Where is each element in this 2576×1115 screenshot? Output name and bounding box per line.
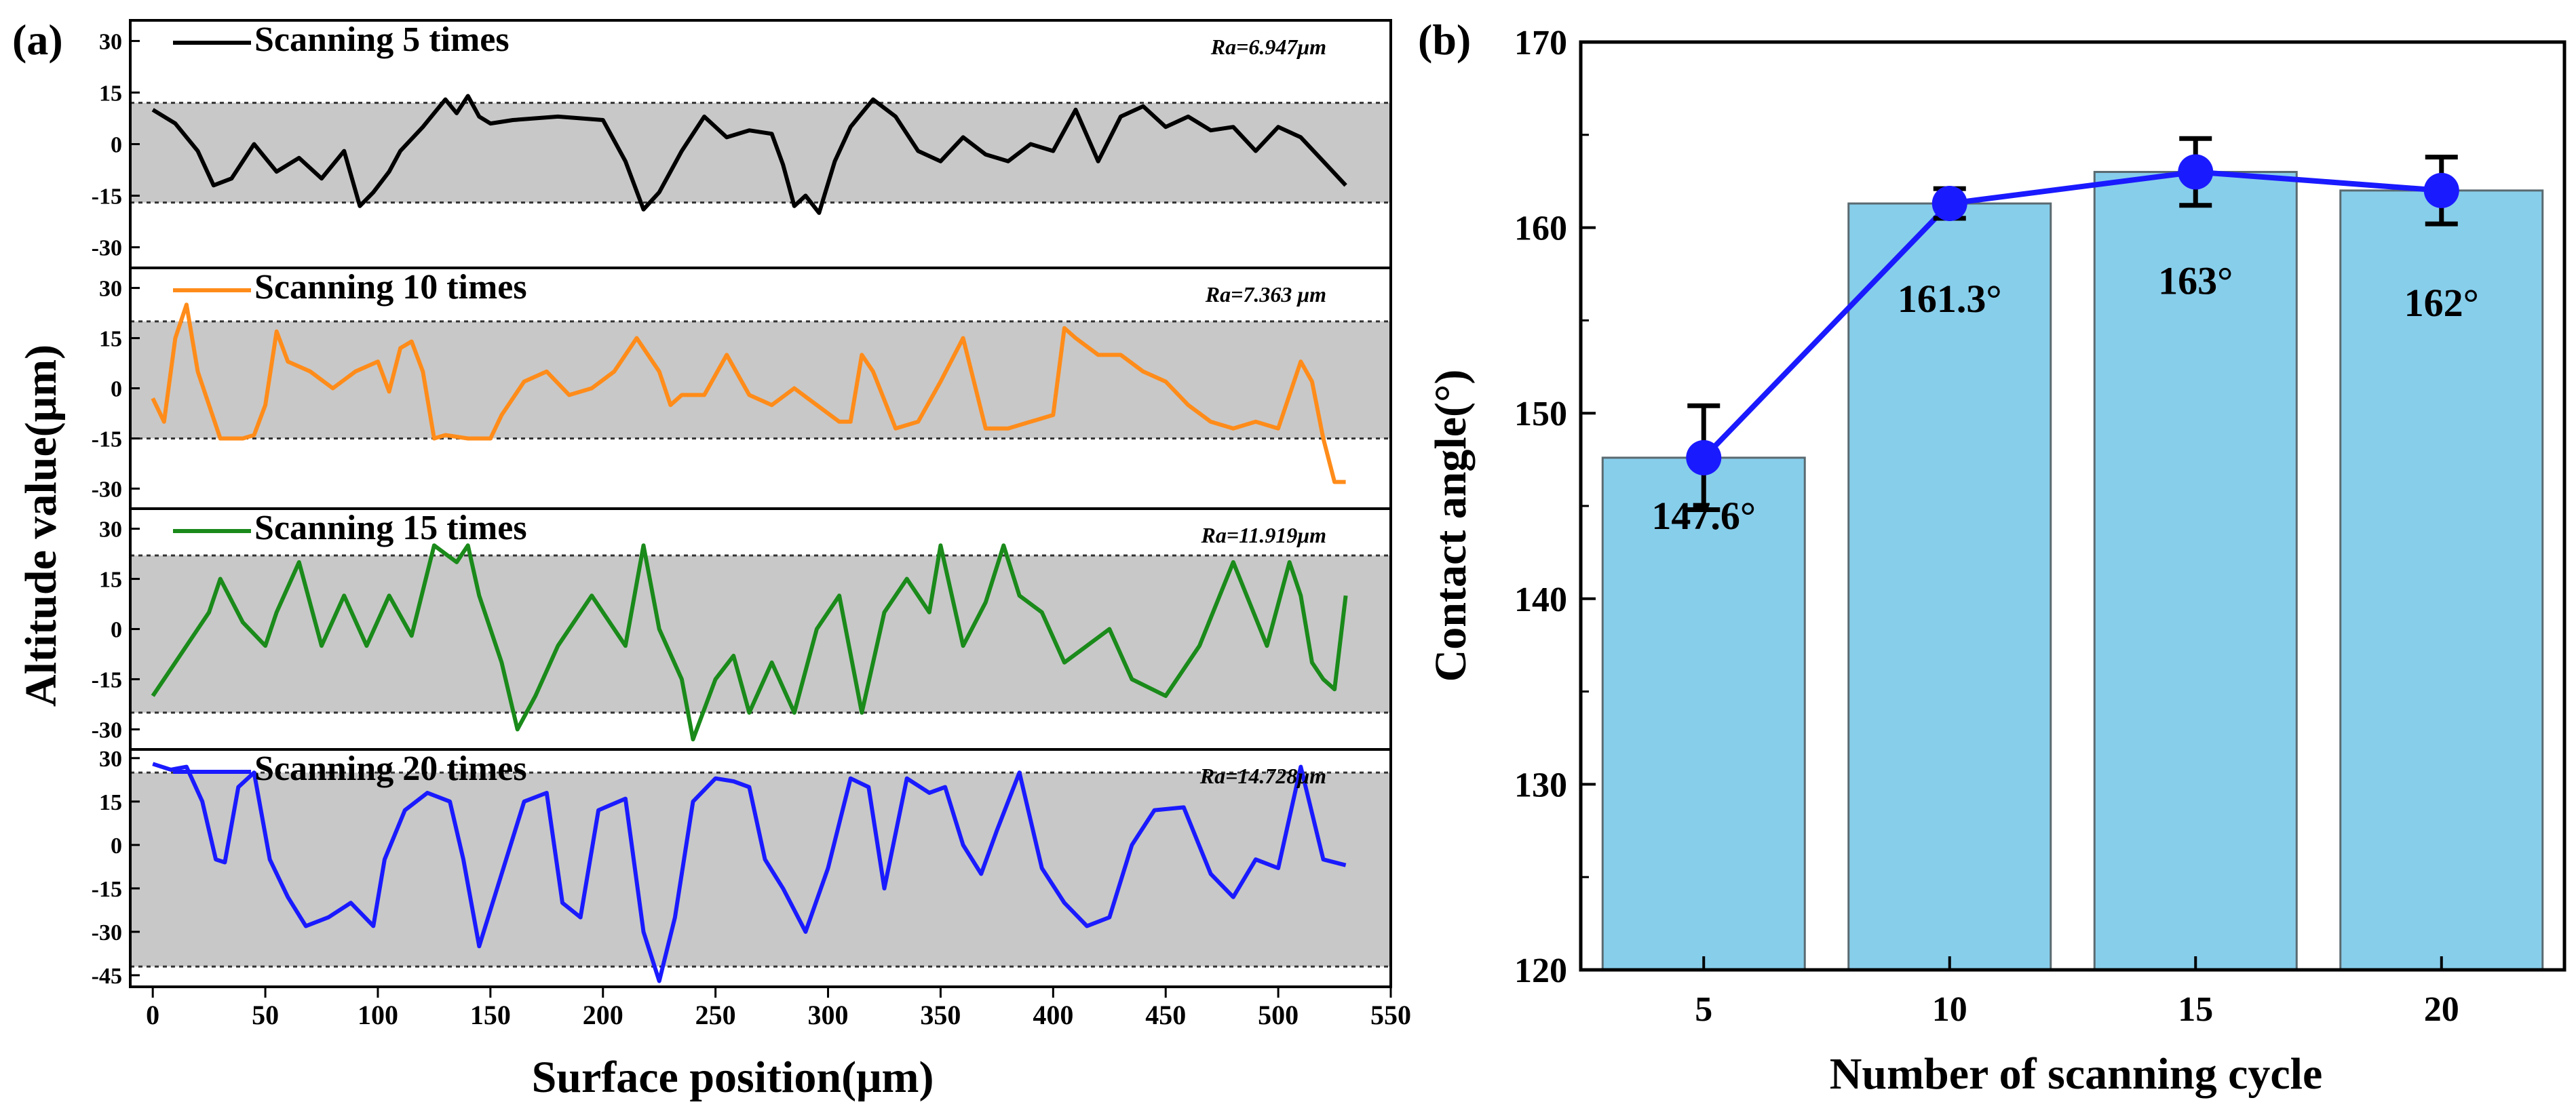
profile-line-1 — [151, 94, 1347, 215]
x-tick-label: 550 — [1370, 1000, 1411, 1030]
y-tick-label: 30 — [99, 29, 122, 54]
x-tick-label: 20 — [2424, 990, 2459, 1029]
panel-b-contact-angle: 147.6° 161.3° 163° 162° 120 130 140 150 160 170 5 1… — [1514, 24, 2567, 1029]
panel-b-xlabel: Number of scanning cycle — [1830, 1049, 2323, 1099]
y-tick-label: 0 — [111, 133, 122, 158]
x-tick-label: 10 — [1932, 990, 1967, 1029]
profile-line-3 — [151, 543, 1348, 742]
legend-label: Scanning 20 times — [254, 749, 527, 788]
value-label: 161.3° — [1898, 277, 2002, 321]
x-tick-label: 200 — [583, 1000, 623, 1030]
data-point-5 — [1686, 439, 1722, 475]
value-label: 162° — [2404, 281, 2479, 325]
bar-10 — [1847, 202, 2052, 971]
x-tick-label: 100 — [358, 1000, 398, 1030]
value-label: 163° — [2158, 259, 2233, 303]
x-tick-label: 5 — [1695, 990, 1712, 1029]
profile-panel-3: 30 15 0 -15 -30 Scanning 15 times Ra=11.919μm — [92, 507, 1392, 751]
y-tick-label: -30 — [92, 920, 122, 945]
roughness-band — [130, 102, 1391, 203]
x-tick-label: 500 — [1258, 1000, 1299, 1030]
roughness-value: Ra=6.947μm — [1210, 35, 1326, 59]
panel-a-xlabel: Surface position(μm) — [532, 1053, 934, 1102]
x-tick-label: 400 — [1033, 1000, 1073, 1030]
roughness-value: Ra=7.363 μm — [1205, 282, 1326, 307]
x-tick-label: 450 — [1145, 1000, 1186, 1030]
y-tick-label: -30 — [92, 718, 122, 743]
y-tick-label: -15 — [92, 877, 122, 902]
x-tick-label: 350 — [920, 1000, 961, 1030]
y-tick-label: -45 — [92, 964, 122, 989]
roughness-band — [130, 321, 1391, 439]
legend-label: Scanning 15 times — [254, 509, 527, 547]
x-tick-label: 15 — [2178, 990, 2213, 1029]
panel-a-letter: (a) — [12, 16, 63, 64]
y-tick-label: 130 — [1514, 766, 1567, 804]
y-tick-label: 30 — [99, 517, 122, 543]
y-tick-label: 30 — [99, 747, 122, 772]
profile-panel-4: 30 15 0 -15 -30 -45 Scanning 20 times Ra=14.728… — [92, 747, 1392, 989]
profile-line-4 — [152, 762, 1347, 983]
x-tick-label: 150 — [470, 1000, 511, 1030]
y-tick-label: 0 — [111, 618, 122, 643]
y-tick-label: -15 — [92, 427, 122, 452]
y-tick-label: 170 — [1514, 24, 1567, 62]
data-point-20 — [2423, 172, 2459, 208]
panel-b-ylabel: Contact angle(°) — [1426, 370, 1476, 682]
y-tick-label: 15 — [99, 81, 122, 106]
profile-panel-1: 30 15 0 -15 -30 Scanning 5 times Ra=6.947μm — [92, 19, 1392, 269]
roughness-value: Ra=11.919μm — [1201, 523, 1327, 547]
trend-line — [1702, 169, 2442, 460]
y-tick-label: 160 — [1514, 210, 1567, 248]
x-tick-label: 0 — [146, 1000, 159, 1030]
y-tick-label: -30 — [92, 236, 122, 261]
profile-line-2 — [151, 302, 1346, 484]
y-tick-label: 15 — [99, 790, 122, 815]
y-tick-label: 0 — [111, 377, 122, 402]
x-tick-label: 50 — [252, 1000, 279, 1030]
x-tick-label: 300 — [808, 1000, 849, 1030]
y-tick-label: 30 — [99, 277, 122, 302]
panel-frame — [129, 748, 1392, 988]
bar-5 — [1601, 456, 1806, 971]
roughness-value: Ra=14.728μm — [1199, 764, 1326, 788]
y-tick-label: 120 — [1514, 952, 1567, 990]
y-tick-label: 15 — [99, 327, 122, 352]
data-point-10 — [1931, 186, 1967, 222]
legend-label: Scanning 5 times — [254, 20, 510, 59]
profile-panel-2: 30 15 0 -15 -30 Scanning 10 times Ra=7.363 μm — [92, 267, 1392, 510]
y-tick-label: -30 — [92, 477, 122, 502]
roughness-band — [130, 772, 1391, 967]
y-tick-label: 15 — [99, 568, 122, 593]
data-point-15 — [2178, 154, 2214, 190]
y-tick-label: -15 — [92, 184, 122, 210]
value-label: 147.6° — [1651, 494, 1756, 538]
y-tick-label: 150 — [1514, 395, 1567, 433]
panel-a-ylabel: Altitude value(μm) — [16, 345, 66, 707]
panel-b-letter: (b) — [1418, 16, 1471, 64]
y-tick-label: 0 — [111, 834, 122, 859]
legend-label: Scanning 10 times — [254, 268, 527, 307]
y-tick-label: -15 — [92, 667, 122, 692]
y-tick-label: 140 — [1514, 581, 1567, 619]
x-tick-label: 250 — [695, 1000, 736, 1030]
